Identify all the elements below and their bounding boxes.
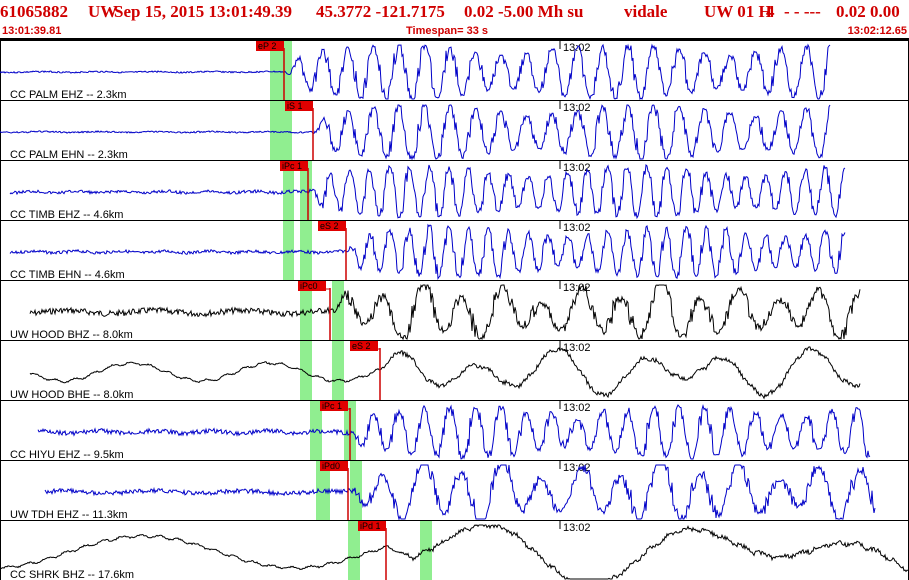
trace-row[interactable]: 13:02 iPc 1 CC HIYU EHZ -- 9.5km [0,400,909,462]
station-label: CC TIMB EHN -- 4.6km [10,269,125,281]
pick-label: iPc 1 [282,161,302,171]
trace-row[interactable]: 13:02 iS 1 CC PALM EHN -- 2.3km [0,100,909,162]
pick-window [420,521,432,580]
start-time: 13:01:39.81 [2,25,62,37]
station-label: UW TDH EHZ -- 11.3km [10,509,128,521]
end-time: 13:02:12.65 [847,25,907,37]
pick-window [270,101,284,160]
trace-row-border [0,220,909,281]
station-label: CC PALM EHN -- 2.3km [10,149,128,161]
pick-label: iPc 1 [322,401,342,411]
pick-window [300,161,312,220]
event-magnitude: 0.02 -5.00 Mh su [464,2,584,21]
waveform [0,103,831,161]
event-flags: - - --- [784,2,821,21]
pick-label: iPd 1 [360,521,381,531]
waveform [37,403,871,460]
pick-window [300,221,312,280]
pick-label: eS 2 [352,341,371,351]
waveform [0,524,909,580]
trace-row[interactable]: 13:02 eS 2 CC TIMB EHN -- 4.6km [0,220,909,282]
pick-label-box[interactable] [280,161,308,171]
time-marker-label: 13:02 [563,522,591,534]
waveform [9,163,846,220]
station-label: CC HIYU EHZ -- 9.5km [10,449,124,461]
pick-label-box[interactable] [320,401,348,411]
trace-row-border [0,460,909,521]
station-label: UW HOOD BHE -- 8.0km [10,389,133,401]
event-values: 0.02 0.00 [836,2,900,21]
pick-label: iPc0 [300,281,318,291]
pick-window [270,41,284,100]
waveform [29,283,861,341]
analyst-name: vidale [624,2,668,21]
trace-row-border [0,100,909,161]
pick-window [348,521,360,580]
header-separator [0,38,909,40]
station-label: UW HOOD BHZ -- 8.0km [10,329,133,341]
network-code: UW [88,2,118,21]
waveform [0,43,831,100]
pick-window [283,221,294,280]
pick-window [300,341,312,400]
time-marker-label: 13:02 [563,102,591,114]
pick-label-box[interactable] [318,221,346,231]
pick-label: eS 2 [320,221,339,231]
pick-label: eP 2 [258,41,276,51]
waveform [44,464,876,521]
trace-row[interactable]: 13:02 iPd 1 CC SHRK BHZ -- 17.6km [0,520,909,580]
event-coords: 45.3772 -121.7175 [316,2,445,21]
pick-window [282,101,292,160]
waveform [29,346,861,400]
pick-label-box[interactable] [298,281,326,291]
pick-window [300,281,312,340]
timespan: Timespan= 33 s [406,25,489,37]
trace-row-border [0,40,909,101]
pick-label-box[interactable] [358,521,386,531]
time-marker-label: 13:02 [563,162,591,174]
pick-label: iS 1 [287,101,303,111]
trace-row-border [0,520,909,580]
pick-label: iPd0 [322,461,340,471]
time-marker-label: 13:02 [563,342,591,354]
pick-label-box[interactable] [320,461,348,471]
event-source: UW 01 H [704,2,772,21]
station-label: CC TIMB EHZ -- 4.6km [10,209,123,221]
time-marker-label: 13:02 [563,402,591,414]
trace-row[interactable]: 13:02 iPc 1 CC TIMB EHZ -- 4.6km [0,160,909,222]
trace-row-border [0,400,909,461]
trace-row[interactable]: 13:02 eS 2 UW HOOD BHE -- 8.0km [0,340,909,402]
time-range-bar: 13:01:39.81 Timespan= 33 s 13:02:12.65 [0,24,909,38]
waveform [9,223,846,280]
pick-label-box[interactable] [256,41,284,51]
station-label: CC SHRK BHZ -- 17.6km [10,569,134,580]
event-datetime: Sep 15, 2015 13:01:49.39 [114,2,293,21]
event-header: 61065882 UW Sep 15, 2015 13:01:49.39 45.… [0,0,909,24]
pick-label-box[interactable] [350,341,378,351]
station-label: CC PALM EHZ -- 2.3km [10,89,127,101]
pick-window [350,461,362,520]
seismogram-panel[interactable]: 13:02 eP 2 CC PALM EHZ -- 2.3km 13:02 iS 1 CC… [0,40,909,580]
pick-window [316,461,330,520]
pick-window [282,41,292,100]
pick-window [332,281,344,340]
event-count: 4 [766,2,775,21]
pick-window [332,341,344,400]
time-marker-label: 13:02 [563,222,591,234]
pick-label-box[interactable] [285,101,313,111]
event-id: 61065882 [0,2,68,21]
